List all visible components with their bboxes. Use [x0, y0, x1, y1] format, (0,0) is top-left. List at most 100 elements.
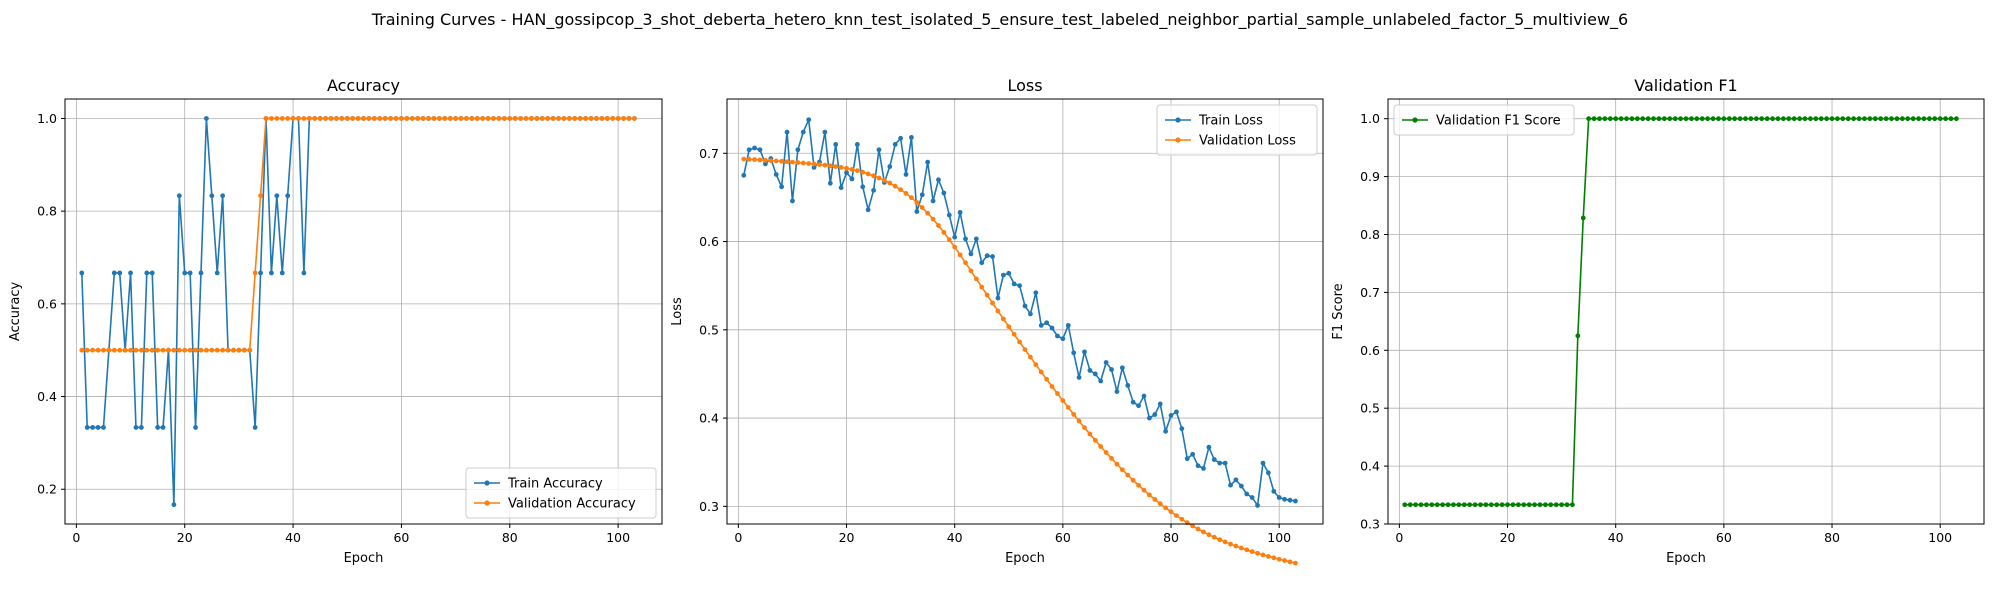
data-point: [1402, 502, 1408, 508]
data-point: [1103, 360, 1109, 365]
data-point: [930, 216, 936, 222]
data-point: [741, 172, 747, 178]
data-point: [1813, 116, 1819, 122]
data-point: [111, 270, 117, 276]
data-point: [1580, 215, 1586, 221]
data-point: [1033, 290, 1039, 296]
data-point: [1249, 549, 1255, 555]
data-point: [795, 160, 801, 165]
data-point: [258, 270, 263, 276]
data-point: [1109, 367, 1114, 372]
legend-entry: Validation Accuracy: [474, 497, 636, 512]
data-point: [176, 347, 182, 353]
data-point: [1244, 547, 1250, 553]
data-point: [919, 192, 925, 198]
data-point: [1645, 116, 1651, 122]
data-point: [453, 116, 458, 121]
data-point: [301, 270, 307, 276]
data-point: [203, 347, 209, 353]
data-point: [1889, 116, 1894, 122]
data-point: [1542, 502, 1548, 508]
data-point: [149, 347, 155, 353]
data-point: [1195, 463, 1201, 469]
data-point: [752, 145, 757, 151]
data-point: [854, 168, 860, 174]
data-point: [865, 171, 871, 177]
data-point: [556, 116, 561, 121]
data-point: [615, 116, 621, 121]
chart-title: Validation F1: [1634, 76, 1737, 95]
data-point: [952, 244, 958, 250]
data-point: [1743, 116, 1748, 122]
data-point: [1011, 281, 1017, 287]
data-point: [594, 116, 599, 121]
data-point: [1038, 369, 1044, 375]
y-tick-label: 0.4: [1360, 459, 1380, 474]
data-point: [1770, 116, 1775, 122]
data-point: [1748, 116, 1754, 122]
data-point: [1271, 555, 1277, 561]
data-point: [1634, 116, 1640, 122]
series-train-accuracy: [79, 116, 637, 508]
data-point: [1499, 502, 1505, 508]
x-tick-label: 100: [1928, 530, 1952, 545]
x-tick-label: 20: [839, 530, 855, 545]
data-point: [122, 347, 128, 353]
data-point: [1130, 399, 1136, 405]
data-point: [1640, 116, 1646, 122]
data-point: [117, 347, 123, 353]
data-point: [512, 116, 518, 121]
data-point: [1948, 116, 1954, 122]
data-point: [566, 116, 572, 121]
data-point: [1163, 428, 1169, 434]
series-line: [80, 117, 635, 506]
data-point: [128, 270, 133, 276]
data-point: [1082, 349, 1087, 355]
data-point: [1271, 488, 1277, 494]
x-tick-label: 60: [1716, 530, 1732, 545]
data-point: [1672, 116, 1678, 122]
data-point: [252, 425, 258, 430]
data-point: [1802, 116, 1808, 122]
data-point: [572, 116, 578, 121]
data-point: [1017, 339, 1022, 345]
y-tick-label: 0.8: [37, 204, 57, 219]
axes-frame: [1387, 98, 1985, 525]
data-point: [1440, 502, 1446, 508]
data-point: [1483, 502, 1489, 508]
data-point: [1851, 116, 1857, 122]
data-point: [936, 177, 941, 183]
data-point: [371, 116, 377, 121]
data-point: [458, 116, 464, 121]
data-point: [973, 236, 979, 242]
data-point: [1916, 116, 1921, 122]
data-point: [117, 270, 123, 276]
chart-loss: 0 20 40 60 80 100 0.3 0.4 0.5 0.6 0.7 Loss Epoch Loss…: [670, 76, 1324, 566]
data-point: [334, 116, 339, 121]
data-point: [963, 260, 968, 266]
x-tick-label: 80: [1824, 530, 1840, 545]
data-point: [1184, 456, 1190, 462]
data-point: [1157, 501, 1163, 507]
data-point: [1461, 502, 1467, 508]
data-point: [220, 193, 226, 199]
data-point: [773, 172, 779, 177]
data-point: [1705, 116, 1711, 122]
x-tick-label: 0: [734, 530, 742, 545]
x-tick-label: 0: [1395, 530, 1403, 545]
data-point: [247, 347, 253, 353]
data-point: [827, 180, 833, 186]
data-point: [1721, 116, 1727, 122]
data-point: [496, 116, 502, 121]
data-point: [1092, 437, 1098, 443]
data-point: [1087, 431, 1093, 437]
data-point: [545, 116, 551, 121]
legend-swatch-marker: [1175, 137, 1181, 143]
data-point: [1575, 333, 1581, 339]
data-point: [480, 116, 486, 121]
data-point: [539, 116, 545, 121]
data-point: [865, 207, 871, 213]
data-point: [1163, 505, 1169, 511]
data-point: [936, 223, 941, 228]
data-point: [1894, 116, 1900, 122]
